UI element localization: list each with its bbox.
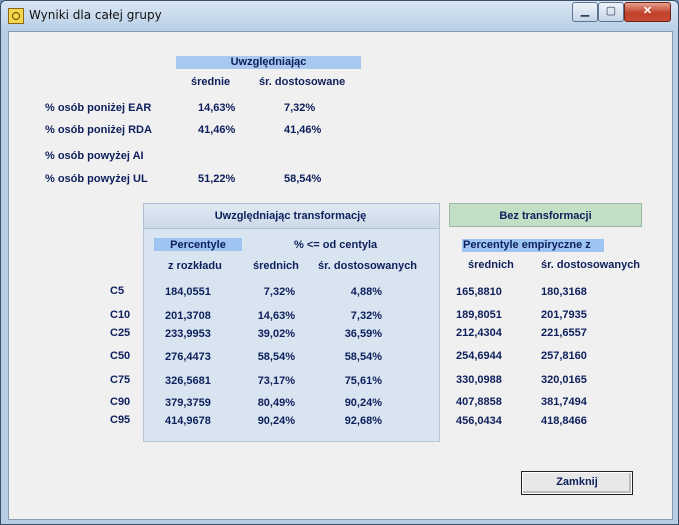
pct-s: 14,63% xyxy=(257,310,295,322)
transform-panel-header xyxy=(143,203,440,229)
row-label-ul: % osób powyżej UL xyxy=(45,173,148,185)
row-label-rda: % osób poniżej RDA xyxy=(45,124,152,136)
pct-label: C50 xyxy=(110,350,131,362)
percentyle-highlight xyxy=(154,238,242,251)
transform-sub-dostosowanych: śr. dostosowanych xyxy=(318,260,418,272)
raw-sub-srednich: średnich xyxy=(468,259,514,271)
pct-d: 4,88% xyxy=(350,286,382,298)
minimize-button[interactable]: ▁ xyxy=(572,2,598,22)
pct-s: 73,17% xyxy=(257,375,295,387)
row-ear-srednie: 14,63% xyxy=(198,102,236,114)
pct-es: 189,8051 xyxy=(456,309,502,321)
pct-z: 201,3708 xyxy=(165,310,211,322)
zamknij-button-label: Zamknij xyxy=(556,476,598,488)
transform-sub-srednich: średnich xyxy=(253,260,299,272)
pct-es: 254,6944 xyxy=(456,350,502,362)
pct-label: C10 xyxy=(110,309,131,321)
pct-d: 75,61% xyxy=(344,375,382,387)
pct-label: C75 xyxy=(110,374,131,386)
uwzgledniajac-header-bar xyxy=(176,56,361,69)
pct-d: 92,68% xyxy=(344,415,382,427)
row-ear-dostosowane: 7,32% xyxy=(284,102,316,114)
pct-centyla-header: % <= od centyla xyxy=(294,239,378,251)
pct-ed: 257,8160 xyxy=(541,350,587,362)
pct-ed: 221,6557 xyxy=(541,327,587,339)
col-srednie-header: średnie xyxy=(191,76,231,88)
window-title: Wyniki dla całej grupy xyxy=(29,8,162,22)
pct-z: 184,0551 xyxy=(165,286,211,298)
raw-panel-header xyxy=(449,203,642,227)
pct-label: C90 xyxy=(110,396,131,408)
transform-panel-title: Uwzględniając transformację xyxy=(214,210,367,222)
pct-label: C95 xyxy=(110,414,131,426)
pct-ed: 418,8466 xyxy=(541,415,587,427)
raw-sub-dostosowanych: śr. dostosowanych xyxy=(541,259,641,271)
pct-z: 379,3759 xyxy=(165,397,211,409)
pct-s: 80,49% xyxy=(257,397,295,409)
raw-panel-title: Bez transformacji xyxy=(499,210,592,222)
z-rozkladu-header: z rozkładu xyxy=(168,260,222,272)
row-label-ear: % osób poniżej EAR xyxy=(45,102,152,114)
pct-label: C5 xyxy=(110,285,125,297)
pct-ed: 180,3168 xyxy=(541,286,587,298)
pct-d: 36,59% xyxy=(344,328,382,340)
client-area: Uwzględniając średnie śr. dostosowane % … xyxy=(8,31,673,520)
pct-d: 58,54% xyxy=(344,351,382,363)
pct-ed: 201,7935 xyxy=(541,309,587,321)
pct-ed: 320,0165 xyxy=(541,374,587,386)
percentyle-header: Percentyle xyxy=(170,239,226,251)
pct-z: 326,5681 xyxy=(165,375,211,387)
pct-es: 407,8858 xyxy=(456,396,502,408)
row-ul-srednie: 51,22% xyxy=(198,173,236,185)
pct-s: 90,24% xyxy=(257,415,295,427)
zamknij-button[interactable]: Zamknij xyxy=(521,471,633,495)
pct-s: 7,32% xyxy=(263,286,295,298)
pct-es: 212,4304 xyxy=(456,327,502,339)
pct-es: 456,0434 xyxy=(456,415,502,427)
pct-s: 58,54% xyxy=(257,351,295,363)
pct-es: 330,0988 xyxy=(456,374,502,386)
row-rda-srednie: 41,46% xyxy=(198,124,236,136)
close-window-button[interactable]: ✕ xyxy=(624,2,671,22)
pct-z: 276,4473 xyxy=(165,351,211,363)
pct-label: C25 xyxy=(110,327,131,339)
pct-z: 414,9678 xyxy=(165,415,211,427)
row-ul-dostosowane: 58,54% xyxy=(284,173,322,185)
pct-d: 90,24% xyxy=(344,397,382,409)
col-sr-dostosowane-header: śr. dostosowane xyxy=(259,76,346,88)
row-label-ai: % osób powyżej AI xyxy=(45,150,144,162)
pct-es: 165,8810 xyxy=(456,286,502,298)
pct-s: 39,02% xyxy=(257,328,295,340)
row-rda-dostosowane: 41,46% xyxy=(284,124,322,136)
pct-d: 7,32% xyxy=(350,310,382,322)
empiryczne-header: Percentyle empiryczne z xyxy=(463,239,591,251)
app-icon xyxy=(8,8,24,24)
pct-ed: 381,7494 xyxy=(541,396,587,408)
title-bar[interactable]: Wyniki dla całej grupy ▁ ▢ ✕ xyxy=(1,1,678,31)
maximize-button[interactable]: ▢ xyxy=(598,2,624,22)
uwzgledniajac-header: Uwzględniając xyxy=(230,56,307,68)
pct-z: 233,9953 xyxy=(165,328,211,340)
empiryczne-highlight xyxy=(462,239,604,252)
